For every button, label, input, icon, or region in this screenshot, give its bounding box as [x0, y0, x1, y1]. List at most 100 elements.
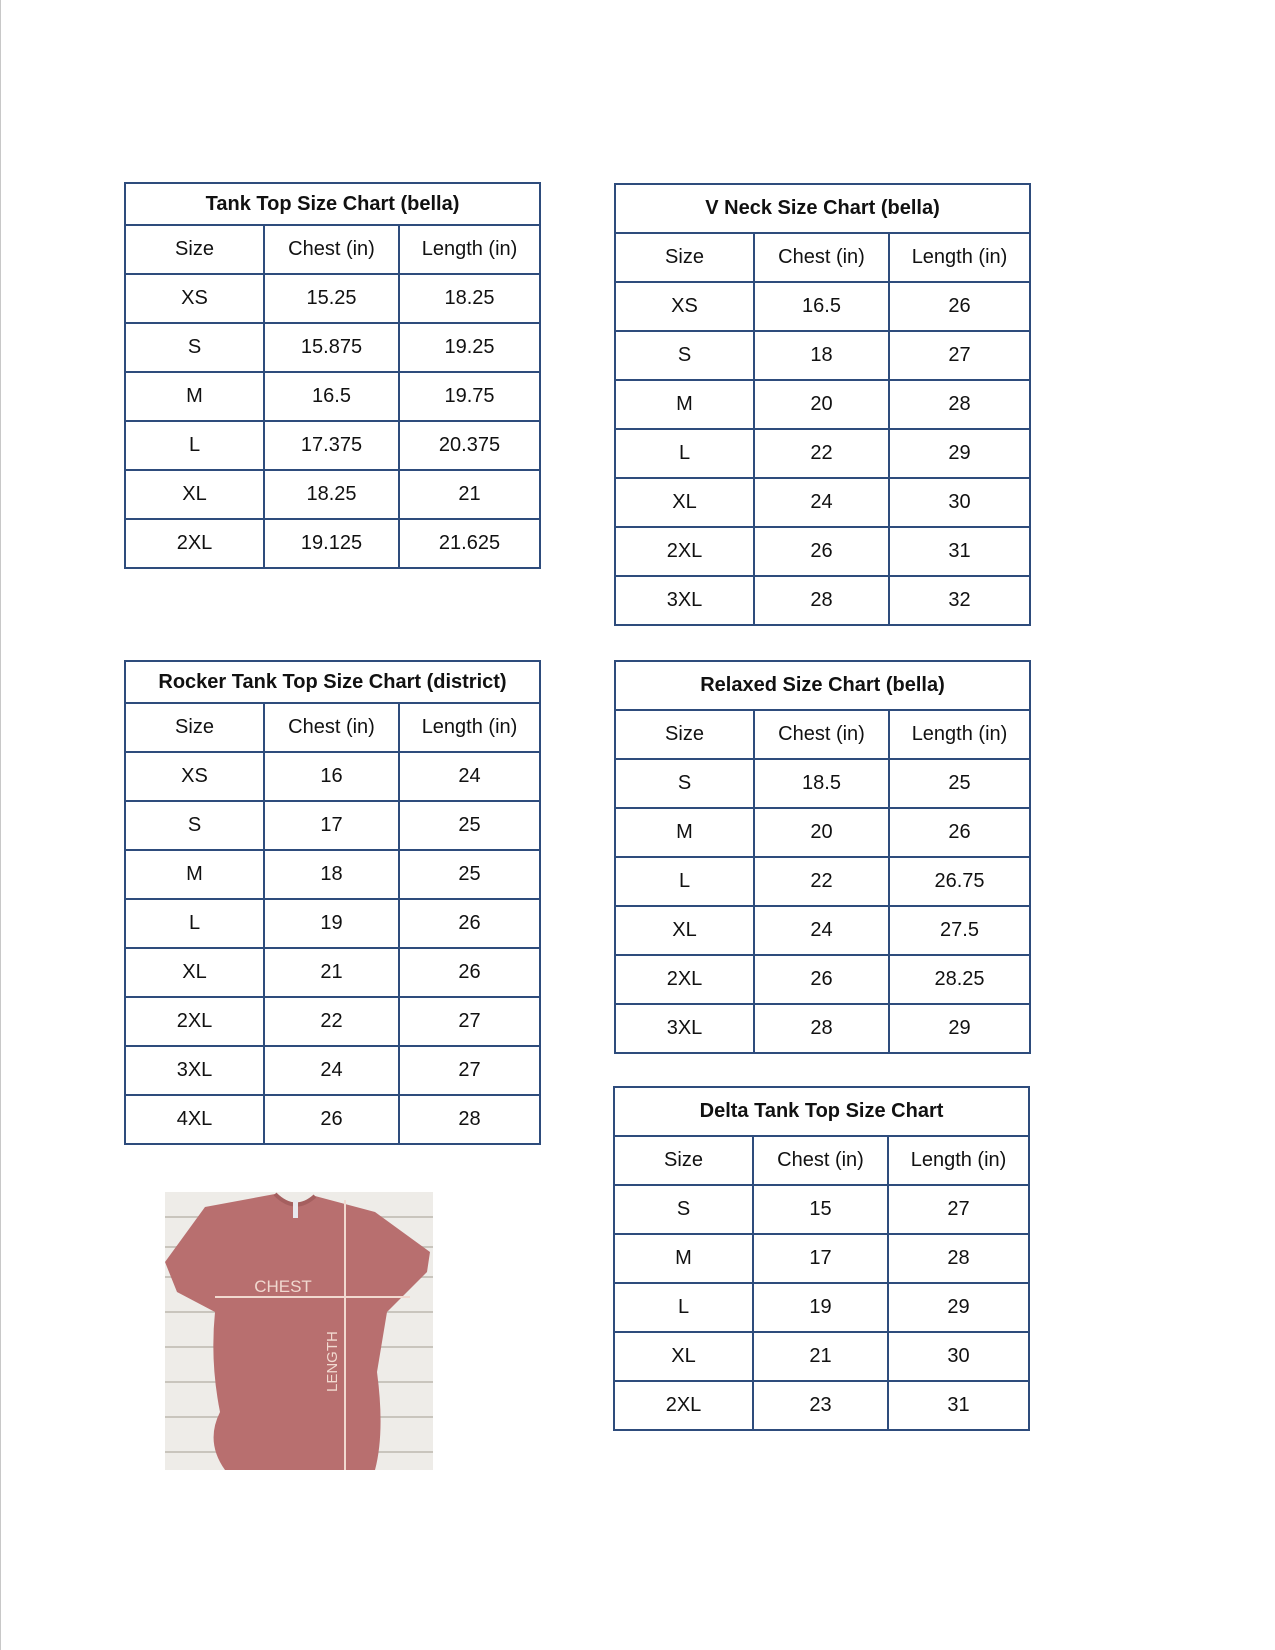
- column-header: Length (in): [888, 232, 1031, 283]
- size-cell: L: [124, 898, 265, 949]
- chest-cell: 16.5: [263, 371, 400, 422]
- length-cell: 26: [398, 947, 541, 998]
- length-cell: 29: [887, 1003, 1032, 1054]
- size-cell: XS: [124, 273, 265, 324]
- size-cell: 2XL: [124, 996, 265, 1047]
- size-cell: S: [614, 758, 755, 809]
- column-header: Chest (in): [753, 232, 890, 283]
- size-cell: 2XL: [614, 526, 755, 577]
- length-cell: 21.625: [397, 518, 542, 569]
- size-cell: 3XL: [614, 575, 755, 626]
- chest-cell: 20: [753, 379, 890, 430]
- rocker-tank-top-size-chart: Rocker Tank Top Size Chart (district) Siz…: [124, 660, 541, 1145]
- table-row: M 20 26: [614, 807, 1032, 858]
- size-cell: L: [613, 1282, 754, 1333]
- chest-cell: 17: [752, 1233, 889, 1284]
- chest-cell: 21: [752, 1331, 889, 1382]
- column-header: Size: [124, 224, 265, 275]
- chest-cell: 22: [263, 996, 400, 1047]
- table-row: S 18 27: [614, 330, 1031, 381]
- table-row: 3XL 24 27: [124, 1045, 541, 1096]
- length-cell: 19.75: [397, 371, 542, 422]
- size-cell: S: [124, 322, 265, 373]
- table-row: XS 16 24: [124, 751, 541, 802]
- length-cell: 28: [888, 379, 1031, 430]
- column-header: Chest (in): [752, 1135, 889, 1186]
- table-row: L 22 29: [614, 428, 1031, 479]
- table-row: 4XL 26 28: [124, 1094, 541, 1145]
- size-cell: S: [614, 330, 755, 381]
- chest-cell: 16: [263, 751, 400, 802]
- header-row: Size Chest (in) Length (in): [614, 709, 1032, 760]
- table-row: M 18 25: [124, 849, 541, 900]
- length-cell: 26.75: [887, 856, 1032, 907]
- chest-cell: 17.375: [263, 420, 400, 471]
- table-row: XL 24 30: [614, 477, 1031, 528]
- column-header: Chest (in): [753, 709, 890, 760]
- length-cell: 27: [886, 1184, 1031, 1235]
- table-row: 2XL 23 31: [613, 1380, 1031, 1431]
- table-row: L 22 26.75: [614, 856, 1032, 907]
- chest-cell: 18.5: [753, 758, 890, 809]
- size-cell: L: [614, 428, 755, 479]
- size-cell: XL: [124, 947, 265, 998]
- size-cell: XL: [614, 905, 755, 956]
- length-cell: 27: [888, 330, 1031, 381]
- chest-cell: 20: [753, 807, 890, 858]
- table-row: XS 15.25 18.25: [124, 273, 542, 324]
- v-neck-size-chart: V Neck Size Chart (bella) Size Chest (in) L…: [614, 183, 1031, 626]
- size-cell: M: [124, 849, 265, 900]
- table-row: L 19 26: [124, 898, 541, 949]
- table-row: M 16.5 19.75: [124, 371, 542, 422]
- chest-cell: 22: [753, 428, 890, 479]
- length-cell: 29: [888, 428, 1031, 479]
- chart-title: Tank Top Size Chart (bella): [123, 182, 542, 226]
- column-header: Chest (in): [263, 702, 400, 753]
- length-cell: 27.5: [887, 905, 1032, 956]
- column-header: Size: [124, 702, 265, 753]
- chart-title: Relaxed Size Chart (bella): [613, 660, 1032, 711]
- chest-cell: 19.125: [263, 518, 400, 569]
- chart-title: Rocker Tank Top Size Chart (district): [124, 660, 541, 704]
- size-cell: 3XL: [124, 1045, 265, 1096]
- size-cell: L: [614, 856, 755, 907]
- chest-cell: 18: [753, 330, 890, 381]
- table-row: XL 18.25 21: [124, 469, 542, 520]
- length-cell: 32: [888, 575, 1031, 626]
- chest-cell: 19: [263, 898, 400, 949]
- table-row: L 17.375 20.375: [124, 420, 542, 471]
- length-cell: 19.25: [397, 322, 542, 373]
- size-cell: XS: [614, 281, 755, 332]
- size-cell: 3XL: [614, 1003, 755, 1054]
- chest-cell: 28: [753, 1003, 890, 1054]
- table-row: 2XL 26 28.25: [614, 954, 1032, 1005]
- header-row: Size Chest (in) Length (in): [614, 232, 1031, 283]
- length-cell: 30: [888, 477, 1031, 528]
- size-cell: 2XL: [614, 954, 755, 1005]
- chest-cell: 26: [753, 526, 890, 577]
- length-cell: 27: [398, 996, 541, 1047]
- chest-cell: 15: [752, 1184, 889, 1235]
- header-row: Size Chest (in) Length (in): [124, 702, 541, 753]
- table-row: XL 21 30: [613, 1331, 1031, 1382]
- chest-cell: 19: [752, 1282, 889, 1333]
- chest-cell: 28: [753, 575, 890, 626]
- chest-cell: 24: [753, 477, 890, 528]
- length-cell: 31: [888, 526, 1031, 577]
- table-row: S 15 27: [613, 1184, 1031, 1235]
- table-row: S 15.875 19.25: [124, 322, 542, 373]
- page-edge: [0, 0, 1, 1650]
- length-cell: 25: [398, 849, 541, 900]
- table-row: M 20 28: [614, 379, 1031, 430]
- column-header: Size: [614, 709, 755, 760]
- size-cell: M: [614, 807, 755, 858]
- column-header: Length (in): [397, 224, 542, 275]
- tank-top-size-chart: Tank Top Size Chart (bella) Size Chest (in…: [123, 182, 542, 569]
- shirt-measurement-image: CHEST LENGTH: [165, 1192, 433, 1470]
- length-cell: 25: [887, 758, 1032, 809]
- shirt-shape: [165, 1194, 430, 1470]
- chest-cell: 15.25: [263, 273, 400, 324]
- table-row: 3XL 28 32: [614, 575, 1031, 626]
- length-cell: 28: [886, 1233, 1031, 1284]
- chest-label: CHEST: [254, 1277, 312, 1296]
